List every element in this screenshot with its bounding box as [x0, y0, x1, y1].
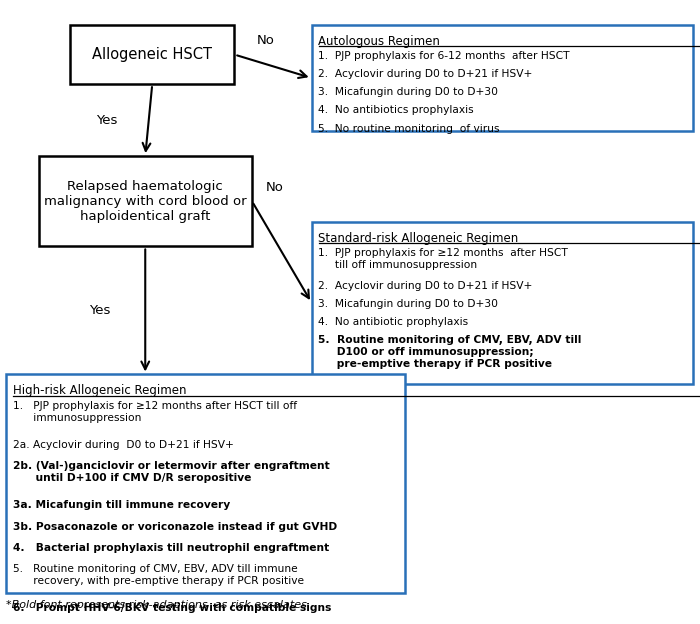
Text: Relapsed haematologic
malignancy with cord blood or
haploidentical graft: Relapsed haematologic malignancy with co…: [44, 180, 246, 223]
Text: 5.  Routine monitoring of CMV, EBV, ADV till
     D100 or off immunosuppression;: 5. Routine monitoring of CMV, EBV, ADV t…: [318, 336, 582, 369]
Text: *Bold font represents risk-adaptions  as risk escalates: *Bold font represents risk-adaptions as …: [6, 600, 307, 610]
Text: 5.   Routine monitoring of CMV, EBV, ADV till immune
      recovery, with pre-em: 5. Routine monitoring of CMV, EBV, ADV t…: [13, 564, 304, 586]
Text: 2.  Acyclovir during D0 to D+21 if HSV+: 2. Acyclovir during D0 to D+21 if HSV+: [318, 69, 533, 79]
Text: 6.   Prompt HHV-6/BKV testing with compatible signs: 6. Prompt HHV-6/BKV testing with compati…: [13, 603, 331, 613]
Text: 2b. (Val-)ganciclovir or letermovir after engraftment
      until D+100 if CMV D: 2b. (Val-)ganciclovir or letermovir afte…: [13, 461, 330, 483]
Text: High-risk Allogeneic Regimen: High-risk Allogeneic Regimen: [13, 384, 186, 397]
Text: 4.  No antibiotics prophylaxis: 4. No antibiotics prophylaxis: [318, 105, 474, 115]
Text: 3a. Micafungin till immune recovery: 3a. Micafungin till immune recovery: [13, 500, 230, 510]
Text: 3b. Posaconazole or voriconazole instead if gut GVHD: 3b. Posaconazole or voriconazole instead…: [13, 522, 337, 532]
FancyBboxPatch shape: [6, 374, 405, 593]
Text: 4.  No antibiotic prophylaxis: 4. No antibiotic prophylaxis: [318, 318, 468, 328]
Text: 5.  No routine monitoring  of virus: 5. No routine monitoring of virus: [318, 124, 500, 134]
Text: 2.  Acyclovir during D0 to D+21 if HSV+: 2. Acyclovir during D0 to D+21 if HSV+: [318, 281, 533, 291]
Text: 1.  PJP prophylaxis for 6-12 months  after HSCT: 1. PJP prophylaxis for 6-12 months after…: [318, 51, 570, 61]
Text: 1.  PJP prophylaxis for ≥12 months  after HSCT
     till off immunosuppression: 1. PJP prophylaxis for ≥12 months after …: [318, 248, 568, 270]
Text: Standard-risk Allogeneic Regimen: Standard-risk Allogeneic Regimen: [318, 232, 519, 245]
Text: Autologous Regimen: Autologous Regimen: [318, 35, 440, 48]
Text: 1.   PJP prophylaxis for ≥12 months after HSCT till off
      immunosuppression: 1. PJP prophylaxis for ≥12 months after …: [13, 401, 297, 422]
Text: 3.  Micafungin during D0 to D+30: 3. Micafungin during D0 to D+30: [318, 87, 498, 97]
FancyBboxPatch shape: [38, 156, 252, 246]
FancyBboxPatch shape: [312, 222, 693, 384]
Text: Yes: Yes: [96, 114, 118, 127]
Text: Yes: Yes: [89, 304, 111, 317]
Text: 4.   Bacterial prophylaxis till neutrophil engraftment: 4. Bacterial prophylaxis till neutrophil…: [13, 543, 329, 553]
Text: Allogeneic HSCT: Allogeneic HSCT: [92, 47, 212, 62]
FancyBboxPatch shape: [312, 25, 693, 131]
Text: 3.  Micafungin during D0 to D+30: 3. Micafungin during D0 to D+30: [318, 300, 498, 310]
Text: No: No: [266, 181, 284, 194]
Text: 2a. Acyclovir during  D0 to D+21 if HSV+: 2a. Acyclovir during D0 to D+21 if HSV+: [13, 440, 234, 450]
Text: No: No: [257, 34, 275, 47]
FancyBboxPatch shape: [70, 25, 234, 84]
